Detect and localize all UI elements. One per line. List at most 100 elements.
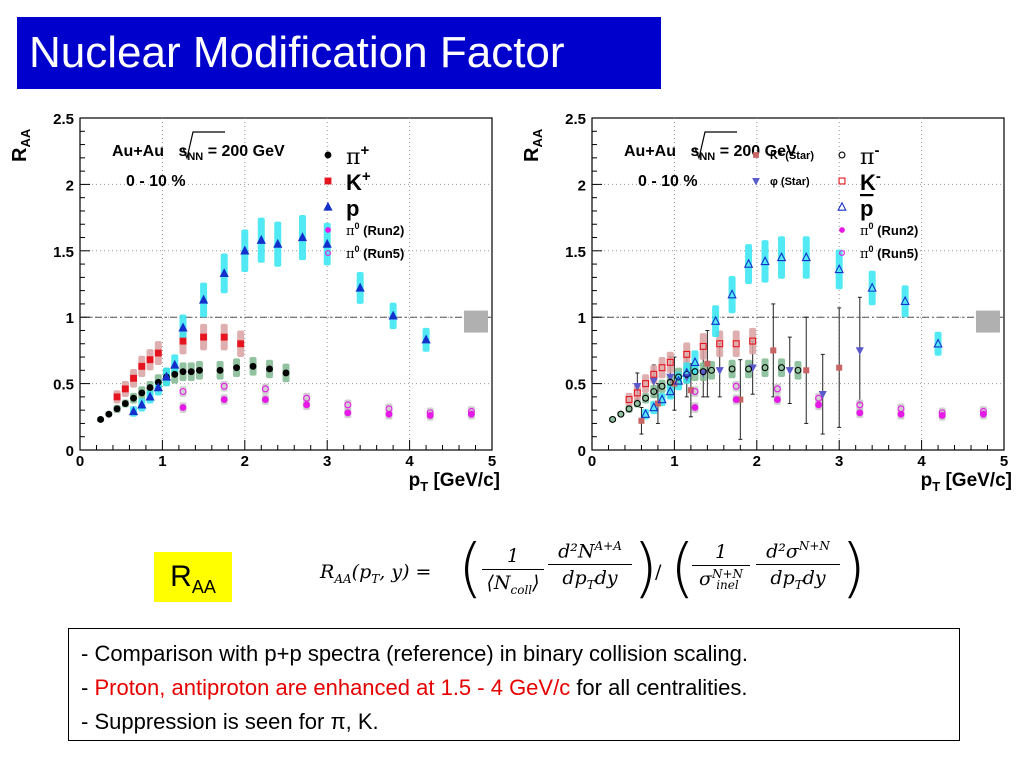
y-axis-label-main: R — [521, 147, 543, 162]
plot-frame — [79, 117, 493, 451]
data-point — [666, 358, 674, 366]
data-point — [801, 252, 811, 262]
systematic-band — [642, 374, 650, 393]
data-point — [794, 366, 802, 374]
data-point — [121, 385, 129, 393]
systematic-band — [761, 358, 769, 377]
raa-label-main: R — [170, 560, 192, 593]
systematic-band — [633, 384, 641, 401]
y-tick-label: 2.5 — [53, 111, 74, 128]
legend-label: π0 (Run2) — [346, 221, 404, 239]
normalization-box — [463, 310, 488, 333]
x-tick-label: 5 — [488, 453, 496, 470]
data-point — [282, 369, 290, 377]
data-point — [617, 410, 625, 418]
data-point — [687, 387, 694, 394]
y-axis-label-main: R — [9, 147, 31, 162]
data-point — [732, 340, 740, 348]
data-point — [773, 396, 781, 403]
systematic-band — [761, 240, 769, 283]
y-tick-label: 1 — [578, 310, 586, 327]
data-point — [303, 401, 311, 409]
x-tick-label: 1 — [670, 453, 678, 470]
data-point — [297, 232, 308, 242]
sqrt-sign — [179, 131, 225, 161]
legend-label: K+ — [346, 168, 371, 195]
data-point — [154, 349, 162, 357]
data-point — [638, 417, 645, 424]
systematic-band — [716, 330, 724, 358]
y-tick-label: 1.5 — [565, 244, 586, 261]
legend-label-name: π — [860, 224, 869, 239]
systematic-band — [691, 350, 699, 375]
note-line-2-highlight: Proton, antiproton are enhanced at 1.5 -… — [94, 675, 571, 700]
data-point — [776, 252, 787, 262]
x-axis-label-unit: [GeV/c] — [940, 470, 1012, 491]
data-point — [682, 367, 692, 377]
formula-frac-inel: 1 σN+N inel — [692, 541, 750, 591]
data-point — [778, 364, 786, 372]
series-4-sys — [642, 236, 942, 420]
systematic-band — [749, 327, 757, 355]
data-point — [855, 347, 864, 356]
systematic-band — [650, 384, 658, 399]
data-point — [900, 295, 910, 305]
x-axis-label-main: p — [921, 470, 933, 491]
legend-label-name: π — [346, 145, 360, 170]
data-point — [113, 393, 121, 401]
y-axis-label-sub: AA — [530, 128, 545, 147]
data-point — [699, 369, 708, 378]
legend-marker — [838, 151, 846, 159]
data-point — [128, 406, 139, 416]
series-1-points — [113, 333, 245, 401]
data-point — [266, 365, 273, 373]
data-point — [138, 389, 146, 397]
data-point — [385, 405, 393, 413]
systematic-band — [835, 249, 843, 290]
data-point — [121, 400, 129, 407]
data-point — [979, 407, 987, 415]
legend-marker — [753, 152, 759, 158]
data-point — [261, 385, 269, 393]
data-point — [856, 401, 864, 409]
series-3-points — [625, 337, 757, 404]
data-point — [240, 245, 250, 255]
y-tick-label: 2 — [578, 177, 586, 194]
note-line-3: - Suppression is seen for π, K. — [81, 709, 379, 734]
legend-label-name: π — [860, 247, 869, 262]
x-tick-label: 2 — [241, 453, 249, 470]
formula-lhs: RAA(pT, y) = — [320, 561, 432, 586]
x-tick-label: 3 — [835, 453, 843, 470]
data-point — [170, 359, 180, 369]
data-point — [161, 371, 172, 381]
systematic-band — [728, 276, 736, 314]
y-tick-label: 2 — [66, 177, 74, 194]
centrality-label: 0 - 10 % — [126, 173, 186, 190]
data-point — [426, 409, 434, 417]
legend-label: K* (Star) — [770, 150, 814, 162]
legend-label-name: π — [346, 224, 355, 239]
data-point — [153, 382, 163, 392]
systematic-band — [802, 236, 810, 279]
centrality-label: 0 - 10 % — [638, 173, 698, 190]
data-point — [97, 416, 105, 423]
energy-label: = 200 GeV — [203, 143, 285, 160]
data-point — [665, 386, 675, 396]
data-point — [171, 370, 179, 378]
normalization-box — [975, 310, 1000, 333]
y-axis-label: RAA — [521, 128, 545, 162]
data-point — [642, 380, 650, 388]
data-point — [666, 373, 675, 382]
data-point — [834, 263, 844, 274]
systematic-band — [658, 357, 666, 379]
systematic-band — [868, 270, 876, 306]
systematic-band — [617, 411, 625, 417]
data-point — [179, 368, 187, 376]
series-0-points — [97, 362, 290, 423]
data-point — [421, 334, 431, 344]
legend-label-suffix: (Run5) — [360, 246, 405, 261]
series-4-points — [640, 252, 943, 418]
legend-marker — [839, 250, 845, 256]
system-name: Au+Au — [624, 143, 680, 160]
legend-marker — [325, 250, 331, 256]
